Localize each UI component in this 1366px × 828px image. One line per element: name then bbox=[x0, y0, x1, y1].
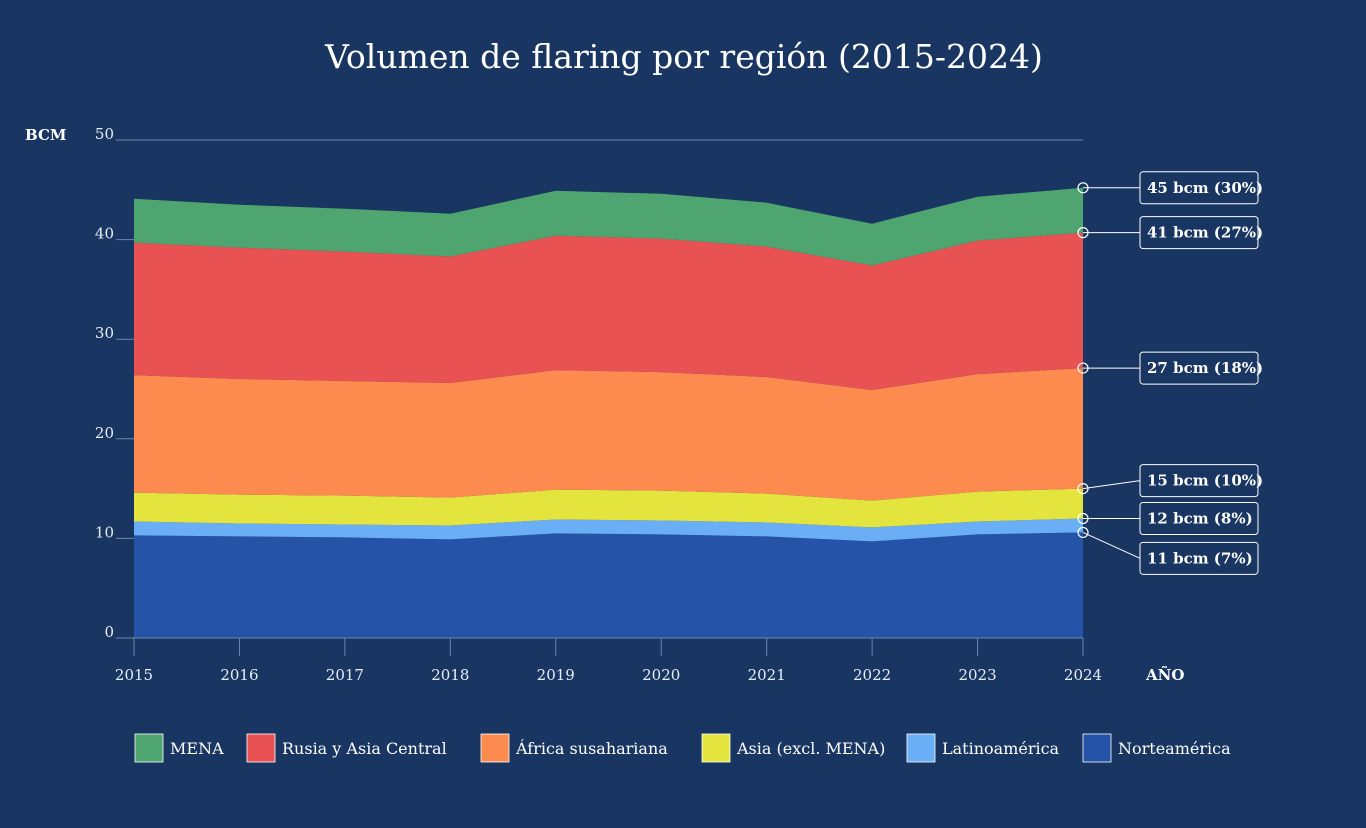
callout-box bbox=[1139, 501, 1259, 535]
callout-box bbox=[1139, 171, 1259, 205]
axes: 0 10 20 30 40 50 2015 2016 2017 2018 2019 2020 2021 2… bbox=[95, 125, 1102, 684]
x-tick-label: 2018 bbox=[431, 666, 469, 684]
legend-swatch bbox=[701, 733, 731, 763]
chart-title: Volumen de flaring por región (2015-2024… bbox=[324, 37, 1043, 76]
callout-leader bbox=[1082, 531, 1141, 559]
callout-label: 15 bcm (10%) bbox=[1147, 472, 1263, 490]
legend-swatch bbox=[134, 733, 164, 763]
x-tick-label: 2024 bbox=[1064, 666, 1102, 684]
callout-label: 12 bcm (8%) bbox=[1147, 509, 1253, 527]
callouts: 45 bcm (30%) 41 bcm (27%) 27 bcm (18%) 15 b… bbox=[1077, 171, 1263, 575]
area-series-2 bbox=[134, 488, 1083, 528]
area-series-1 bbox=[134, 518, 1083, 542]
callout-leader bbox=[1082, 480, 1141, 490]
legend: MENA Rusia y Asia Central África susaharia… bbox=[134, 733, 1231, 763]
y-tick-label: 0 bbox=[104, 623, 114, 641]
callout-label: 41 bcm (27%) bbox=[1147, 224, 1263, 242]
callout-box bbox=[1139, 464, 1259, 498]
x-tick-label: 2021 bbox=[748, 666, 786, 684]
callout-box bbox=[1139, 541, 1259, 575]
legend-label: Asia (excl. MENA) bbox=[736, 739, 885, 758]
x-tick-label: 2016 bbox=[220, 666, 258, 684]
legend-label: Norteamérica bbox=[1118, 739, 1231, 758]
x-tick-label: 2022 bbox=[853, 666, 891, 684]
y-tick-label: 40 bbox=[95, 225, 114, 243]
callout-box bbox=[1139, 351, 1259, 385]
x-tick-label: 2019 bbox=[537, 666, 575, 684]
area-series-0 bbox=[134, 532, 1083, 638]
x-tick-label: 2015 bbox=[115, 666, 153, 684]
legend-label: África susahariana bbox=[515, 738, 668, 758]
y-axis-label: BCM bbox=[25, 126, 67, 144]
legend-label: MENA bbox=[170, 739, 224, 758]
area-series-3 bbox=[134, 368, 1083, 501]
callout-marker bbox=[1077, 362, 1089, 374]
y-tick-label: 10 bbox=[95, 523, 114, 541]
callout-marker bbox=[1077, 483, 1089, 495]
x-tick-label: 2023 bbox=[958, 666, 996, 684]
callout-box bbox=[1139, 216, 1259, 250]
legend-swatch bbox=[246, 733, 276, 763]
legend-swatch bbox=[906, 733, 936, 763]
y-tick-label: 50 bbox=[95, 125, 114, 143]
x-axis-label: AÑO bbox=[1145, 665, 1184, 684]
legend-label: Rusia y Asia Central bbox=[282, 739, 447, 758]
legend-swatch bbox=[1082, 733, 1112, 763]
callout-label: 11 bcm (7%) bbox=[1147, 549, 1253, 567]
areas bbox=[134, 187, 1083, 638]
area-series-5 bbox=[134, 187, 1083, 266]
y-tick-label: 20 bbox=[95, 424, 114, 442]
x-tick-label: 2017 bbox=[326, 666, 364, 684]
callout-marker bbox=[1077, 526, 1089, 539]
callout-marker bbox=[1077, 512, 1089, 525]
legend-swatch bbox=[480, 733, 510, 763]
callout-label: 27 bcm (18%) bbox=[1147, 359, 1263, 377]
callout-label: 45 bcm (30%) bbox=[1147, 179, 1263, 197]
callout-marker bbox=[1077, 182, 1089, 194]
x-tick-label: 2020 bbox=[642, 666, 680, 684]
y-tick-label: 30 bbox=[95, 324, 114, 342]
legend-label: Latinoamérica bbox=[942, 739, 1060, 758]
callout-marker bbox=[1077, 227, 1089, 239]
area-series-4 bbox=[134, 232, 1083, 390]
